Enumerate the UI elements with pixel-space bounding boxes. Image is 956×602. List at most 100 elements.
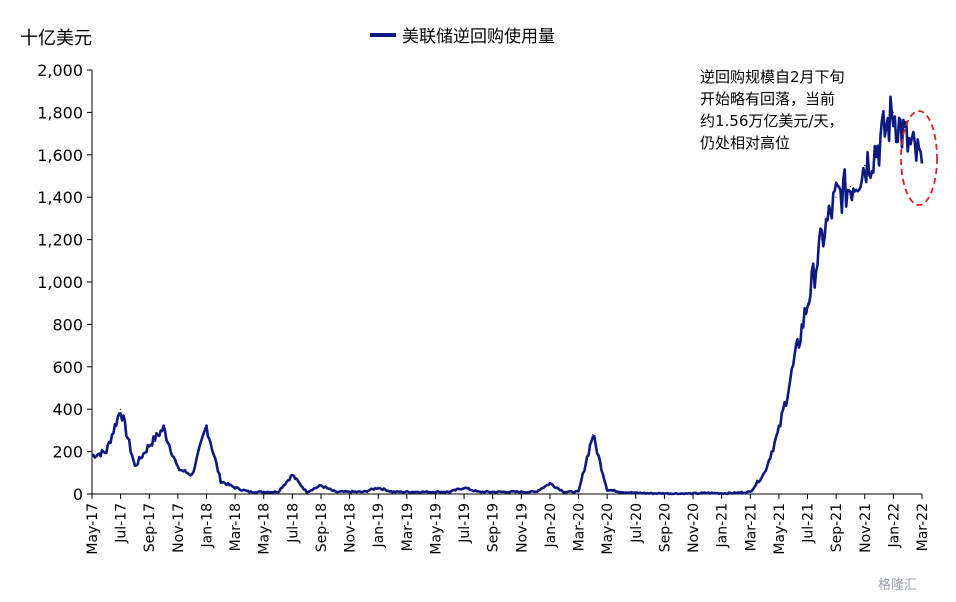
- y-tick-label: 800: [52, 315, 83, 334]
- data-point: [263, 491, 265, 493]
- data-point: [134, 465, 136, 467]
- x-tick-label: May-21: [772, 503, 788, 555]
- data-point: [306, 491, 308, 493]
- x-axis: May-17 Jul-17 Sep-17 Nov-17 Jan-18 Mar-18 May-…: [85, 493, 931, 555]
- data-point: [220, 480, 222, 482]
- data-point: [563, 491, 565, 493]
- annotation-line-3: 约1.56万亿美元/天，: [700, 112, 844, 130]
- annotation: 逆回购规模自2月下旬 开始略有回落，当前 约1.56万亿美元/天， 仍处相对高位: [700, 66, 900, 154]
- x-tick-label: Jan-20: [543, 503, 559, 548]
- x-tick-label: Sep-20: [657, 503, 673, 552]
- data-point: [663, 492, 666, 494]
- data-point: [377, 487, 379, 489]
- x-tick-label: May-20: [600, 503, 616, 555]
- data-point: [721, 492, 723, 494]
- data-point: [320, 484, 322, 487]
- x-tick-label: Jan-19: [371, 503, 387, 548]
- data-point: [649, 492, 651, 494]
- data-point: [620, 491, 623, 493]
- x-tick-label: Nov-20: [686, 503, 702, 553]
- data-point: [878, 143, 880, 145]
- data-point: [120, 408, 122, 410]
- data-point: [105, 451, 107, 453]
- watermark: 格隆汇: [878, 578, 918, 593]
- data-point: [635, 492, 637, 494]
- data-point: [806, 302, 809, 304]
- data-point: [463, 487, 465, 489]
- x-tick-label: Jul-18: [285, 503, 301, 544]
- data-point: [420, 491, 422, 493]
- x-tick-label: Jan-18: [199, 503, 215, 548]
- x-tick-label: Mar-18: [228, 503, 244, 551]
- plot-area: [91, 95, 924, 496]
- y-tick-label: 600: [52, 358, 83, 377]
- data-point: [749, 491, 751, 493]
- data-point: [606, 489, 608, 491]
- x-tick-label: Mar-19: [400, 503, 416, 551]
- data-point: [205, 425, 208, 427]
- x-tick-label: Jul-17: [114, 503, 130, 544]
- data-point: [520, 491, 522, 493]
- data-point: [234, 487, 236, 489]
- data-point: [849, 186, 852, 188]
- x-tick-label: Jul-19: [457, 503, 473, 544]
- data-point: [821, 239, 823, 241]
- y-tick-label: 1,600: [37, 146, 83, 165]
- x-tick-label: Sep-18: [314, 503, 330, 552]
- x-tick-label: Nov-17: [171, 503, 187, 553]
- x-tick-label: Jul-21: [801, 503, 817, 544]
- data-point: [835, 196, 837, 198]
- legend: 美联储逆回购使用量: [370, 22, 555, 47]
- data-point: [363, 491, 365, 493]
- x-tick-label: Sep-17: [142, 503, 158, 552]
- x-tick-label: May-17: [85, 503, 101, 555]
- y-tick-label: 1,400: [37, 188, 83, 207]
- x-tick-label: Mar-20: [572, 503, 588, 551]
- data-point: [692, 493, 694, 495]
- data-point: [334, 491, 336, 493]
- highlight-ellipse: [900, 110, 938, 206]
- annotation-line-1: 逆回购规模自2月下旬: [700, 68, 845, 86]
- data-point: [921, 162, 923, 164]
- legend-label: 美联储逆回购使用量: [402, 27, 555, 47]
- data-point: [248, 491, 250, 493]
- data-point: [735, 492, 737, 494]
- data-point: [492, 491, 494, 493]
- data-point: [291, 474, 293, 476]
- data-point: [907, 143, 909, 145]
- x-tick-label: Sep-19: [486, 503, 502, 552]
- x-tick-label: Sep-21: [829, 503, 845, 552]
- data-point: [706, 492, 708, 494]
- legend-swatch: [370, 32, 396, 37]
- data-point: [449, 491, 451, 493]
- unit-label: 十亿美元: [20, 28, 92, 49]
- data-point: [177, 468, 179, 470]
- y-axis: 0 200 400 600 800 1,000 1,200 1,400 1,600 1,800 2,…: [37, 61, 93, 504]
- data-point: [191, 474, 193, 476]
- y-tick-label: 1,000: [37, 273, 83, 292]
- data-point: [91, 455, 93, 457]
- x-tick-label: Jan-21: [715, 503, 731, 548]
- data-point: [578, 491, 580, 493]
- x-tick-label: Nov-19: [514, 503, 530, 553]
- data-point: [477, 491, 479, 493]
- data-point: [277, 491, 279, 493]
- data-point: [792, 366, 794, 368]
- data-point: [506, 491, 508, 493]
- y-tick-label: 2,000: [37, 61, 83, 80]
- data-point: [391, 491, 394, 493]
- x-tick-label: May-19: [428, 503, 444, 555]
- x-tick-label: Jan-22: [886, 503, 902, 548]
- data-point: [535, 491, 537, 493]
- highlight-ellipse-shape: [900, 110, 938, 206]
- x-tick-label: Nov-21: [858, 503, 874, 553]
- x-tick-label: May-18: [257, 503, 273, 555]
- data-point: [678, 493, 680, 495]
- annotation-line-2: 开始略有回落，当前: [700, 90, 836, 108]
- data-point: [592, 434, 594, 436]
- data-point: [764, 472, 766, 474]
- y-tick-label: 1,800: [37, 103, 83, 122]
- data-point: [163, 427, 165, 429]
- x-tick-label: Nov-18: [343, 503, 359, 553]
